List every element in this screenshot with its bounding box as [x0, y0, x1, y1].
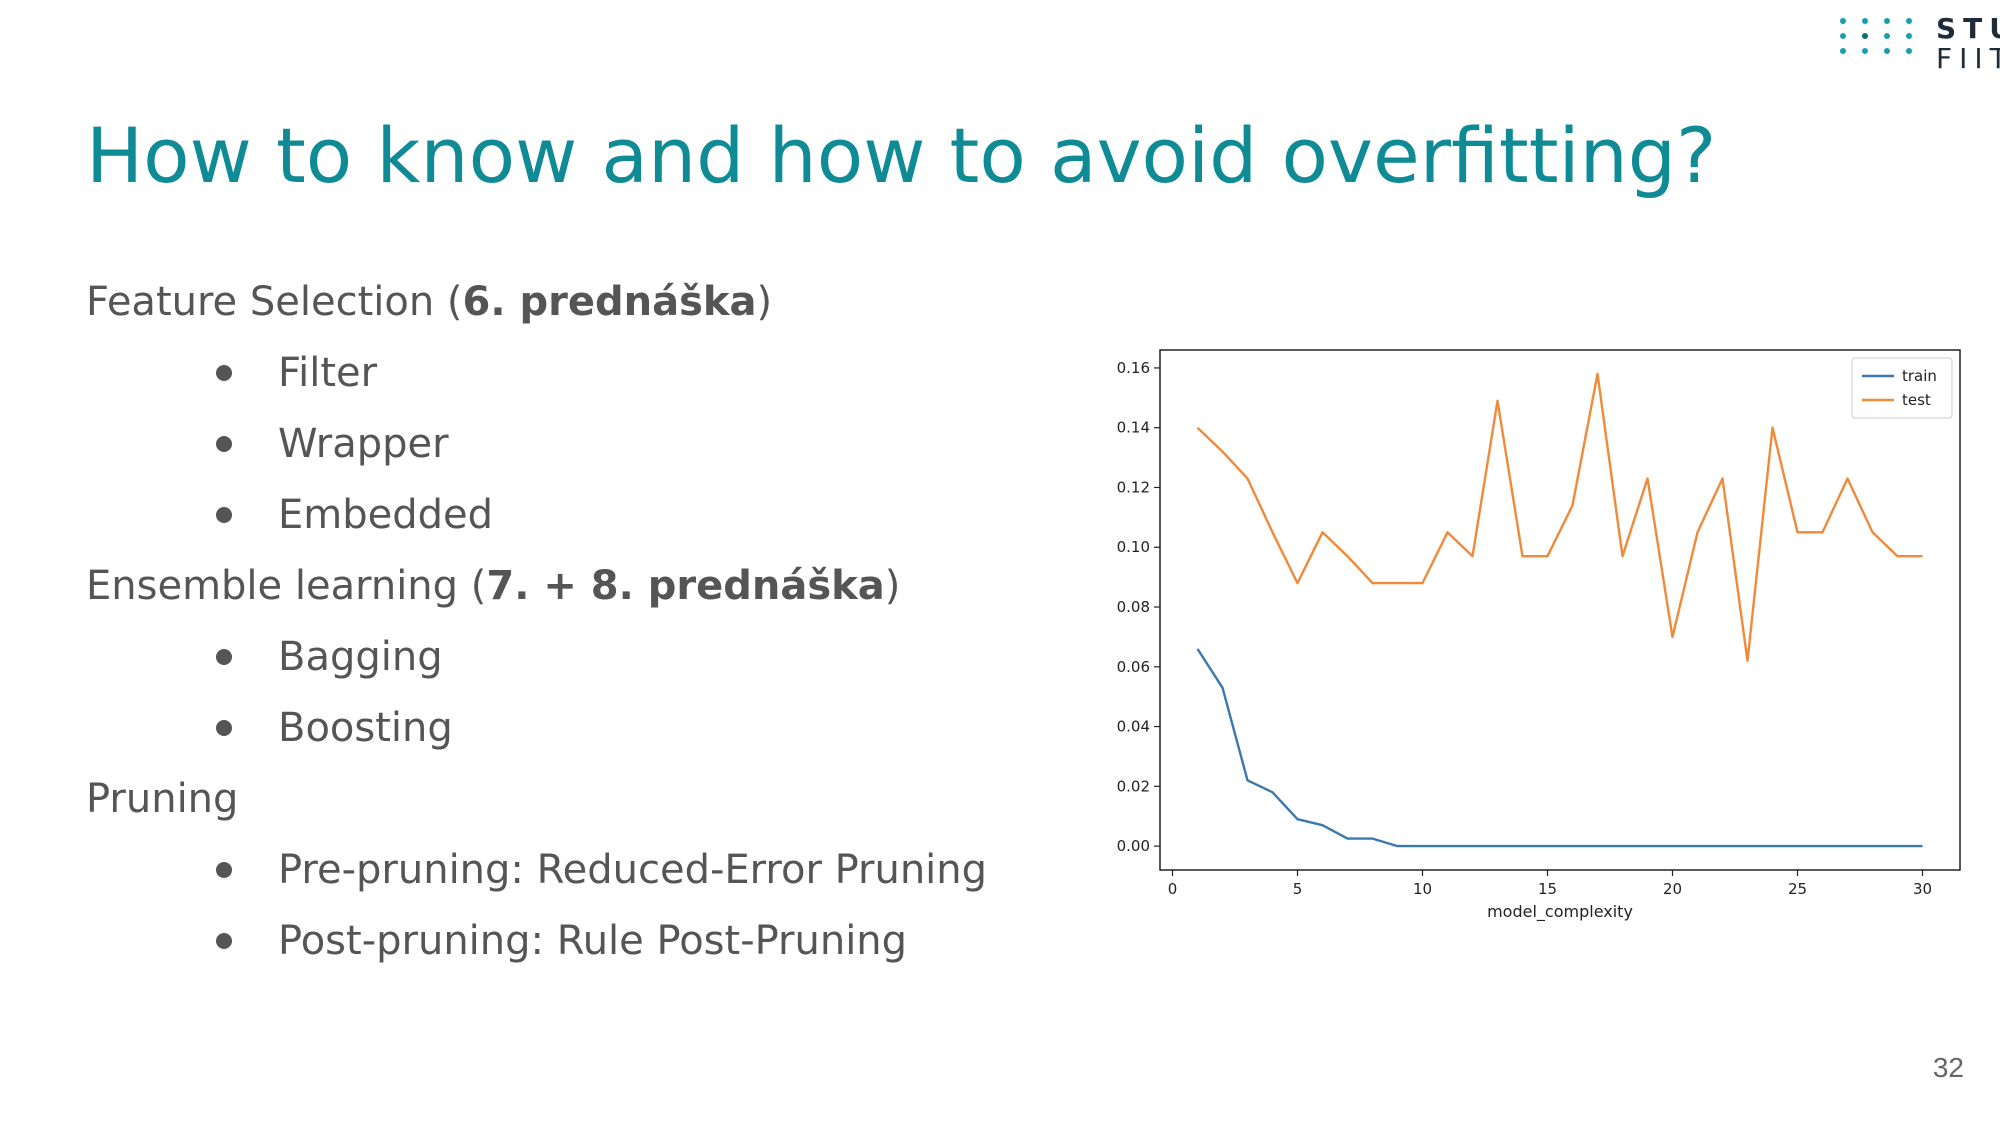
legend-label-test: test [1902, 391, 1931, 409]
plot-area [1159, 349, 1961, 871]
overfitting-line-chart: 0.00 0.02 0.04 0.06 0.08 0.10 0.12 0.14 0.16 0 5 10… [1117, 349, 1961, 922]
bullet-dot-icon [216, 719, 278, 736]
slide-content: Feature Selection (6. prednáška) Filter Wr… [86, 266, 1046, 976]
series-line-test [1196, 372, 1923, 662]
bullet-dot-icon [216, 648, 278, 665]
bullet-item: Filter [86, 337, 1046, 408]
lecture-reference: 7. + 8. prednáška [486, 562, 885, 609]
section-heading-text: Pruning [86, 775, 239, 822]
y-tick-label: 0.00 [1117, 837, 1150, 855]
logo-dots [1840, 18, 1914, 54]
y-tick-label: 0.12 [1117, 478, 1150, 496]
bullet-dot-icon [216, 861, 278, 878]
bullet-item: Wrapper [86, 408, 1046, 479]
bullet-item-text: Post-pruning: Rule Post-Pruning [278, 917, 908, 964]
bullet-item: Post-pruning: Rule Post-Pruning [86, 905, 1046, 976]
logo-line2: FIIT [1936, 42, 2000, 75]
logo-line1: STU [1936, 12, 2000, 45]
slide-title: How to know and how to avoid overfitting… [86, 111, 1717, 200]
section-heading-text: Ensemble learning [86, 562, 471, 609]
stu-fiit-logo: STU FIIT [1840, 14, 2000, 76]
y-tick-label: 0.14 [1117, 419, 1150, 437]
legend-label-train: train [1902, 367, 1937, 385]
bullet-dot-icon [216, 364, 278, 381]
bullet-item-text: Pre-pruning: Reduced-Error Pruning [278, 846, 988, 893]
y-tick-label: 0.06 [1117, 658, 1150, 676]
x-tick-label: 20 [1663, 880, 1682, 898]
bullet-item: Pre-pruning: Reduced-Error Pruning [86, 834, 1046, 905]
series-line-train [1196, 648, 1923, 848]
y-tick-label: 0.10 [1117, 538, 1150, 556]
page-number: 32 [1932, 1052, 1964, 1083]
bullet-item-text: Bagging [278, 633, 443, 680]
x-tick-label: 30 [1913, 880, 1932, 898]
y-tick-label: 0.02 [1117, 777, 1150, 795]
bullet-item-text: Wrapper [278, 420, 449, 467]
bullet-dot-icon [216, 506, 278, 523]
x-tick-label: 10 [1413, 880, 1432, 898]
y-tick-label: 0.16 [1117, 359, 1150, 377]
x-axis-label: model_complexity [1487, 902, 1633, 922]
legend-box [1851, 357, 1953, 419]
y-tick-label: 0.08 [1117, 598, 1150, 616]
bullet-item: Embedded [86, 479, 1046, 550]
bullet-item: Boosting [86, 692, 1046, 763]
bullet-item-text: Embedded [278, 491, 494, 538]
section-heading: Pruning [86, 763, 1046, 834]
bullet-dot-icon [216, 435, 278, 452]
x-tick-label: 25 [1788, 880, 1807, 898]
bullet-item-text: Filter [278, 349, 378, 396]
bullet-item-text: Boosting [278, 704, 453, 751]
x-tick-label: 0 [1168, 880, 1178, 898]
section-heading-text: Feature Selection [86, 278, 447, 325]
x-tick-label: 5 [1293, 880, 1303, 898]
section-heading: Feature Selection (6. prednáška) [86, 278, 773, 325]
y-tick-label: 0.04 [1117, 718, 1150, 736]
bullet-item: Bagging [86, 621, 1046, 692]
lecture-reference: 6. prednáška [462, 278, 757, 325]
bullet-dot-icon [216, 932, 278, 949]
section-heading: Ensemble learning (7. + 8. prednáška) [86, 562, 901, 609]
x-tick-label: 15 [1538, 880, 1557, 898]
